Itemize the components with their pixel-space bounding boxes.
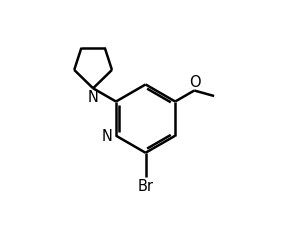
Text: N: N (102, 129, 113, 144)
Text: N: N (88, 90, 98, 105)
Text: O: O (190, 75, 201, 90)
Text: Br: Br (138, 178, 154, 193)
